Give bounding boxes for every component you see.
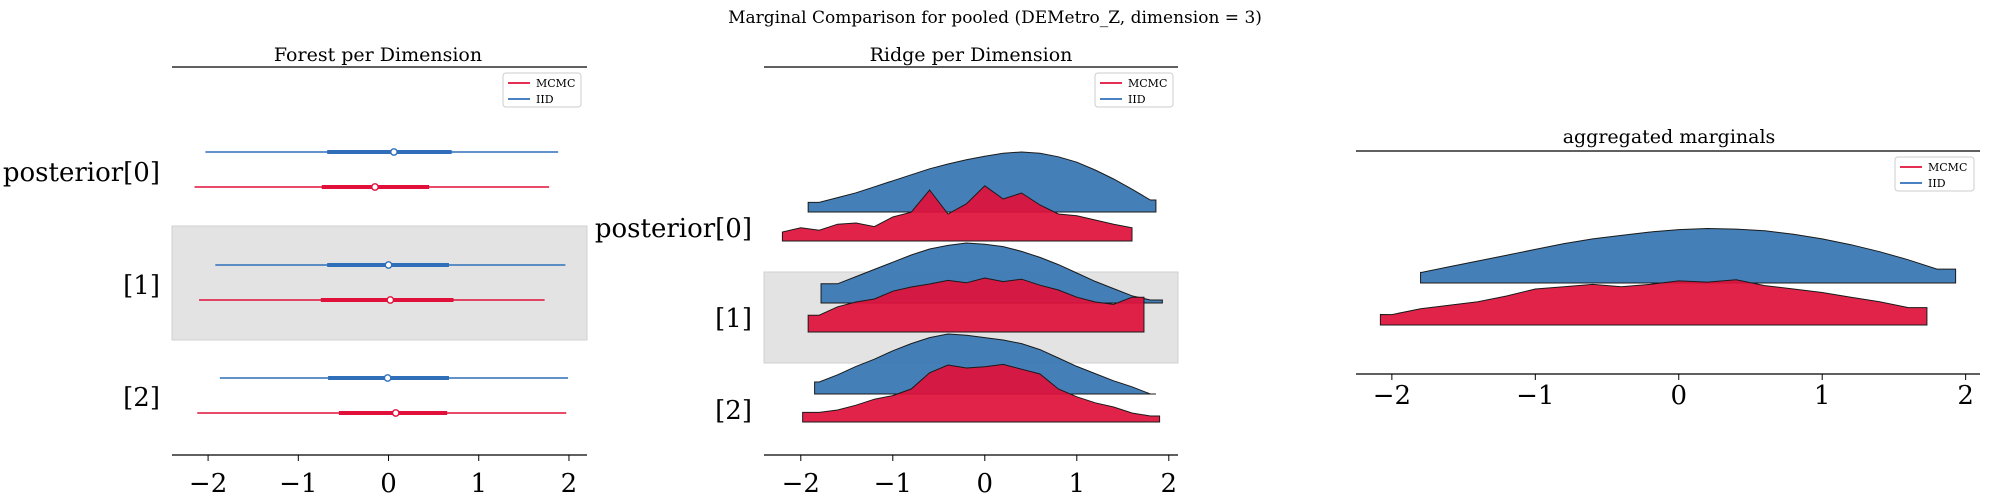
mcmc-density-ridge bbox=[781, 185, 1133, 242]
row-label: [1] bbox=[715, 304, 752, 334]
iid-density-ridge bbox=[1420, 227, 1957, 284]
x-tick-label: 0 bbox=[977, 469, 994, 499]
highlight-band bbox=[171, 225, 588, 341]
legend-label-mcmc: MCMC bbox=[536, 77, 575, 90]
x-tick-label: −2 bbox=[1373, 381, 1411, 411]
legend-label-iid: IID bbox=[1928, 177, 1946, 190]
aggregated-panel-title: aggregated marginals bbox=[1563, 126, 1776, 148]
x-tick-label: 2 bbox=[1161, 469, 1178, 499]
legend-label-mcmc: MCMC bbox=[1128, 77, 1167, 90]
row-label: [2] bbox=[715, 396, 752, 426]
mcmc-median-point bbox=[371, 183, 379, 191]
iid-median-point bbox=[383, 374, 392, 382]
x-tick-label: −2 bbox=[782, 469, 820, 499]
mcmc-density-ridge bbox=[807, 277, 1145, 333]
legend-label-iid: IID bbox=[1128, 93, 1146, 106]
row-label: posterior[0] bbox=[595, 214, 752, 244]
mcmc-median-point bbox=[386, 296, 395, 304]
mcmc-density-ridge bbox=[1379, 279, 1928, 326]
ridge-panel-title: Ridge per Dimension bbox=[870, 44, 1073, 66]
x-tick-label: 1 bbox=[1814, 381, 1831, 411]
iid-median-point bbox=[390, 148, 398, 156]
legend-label-mcmc: MCMC bbox=[1928, 161, 1967, 174]
x-tick-label: 0 bbox=[1670, 381, 1687, 411]
iid-density-ridge bbox=[807, 151, 1157, 213]
x-tick-label: 1 bbox=[470, 469, 487, 499]
x-tick-label: 2 bbox=[1957, 381, 1974, 411]
legend-label-iid: IID bbox=[536, 93, 554, 106]
figure-suptitle: Marginal Comparison for pooled (DEMetro_… bbox=[728, 8, 1262, 28]
x-tick-label: −1 bbox=[1516, 381, 1554, 411]
forest-panel: Forest per Dimension posterior[0] [1] [2] −… bbox=[3, 44, 588, 499]
x-tick-label: 0 bbox=[380, 469, 397, 499]
ridge-panel: Ridge per Dimension posterior[0] [1] [2] −2… bbox=[595, 44, 1179, 499]
iid-median-point bbox=[384, 261, 393, 269]
x-tick-label: −1 bbox=[874, 469, 912, 499]
row-label: [2] bbox=[123, 383, 160, 413]
iid-density-ridge bbox=[814, 333, 1156, 395]
forest-panel-title: Forest per Dimension bbox=[274, 44, 482, 66]
x-tick-label: −2 bbox=[189, 469, 227, 499]
mcmc-median-point bbox=[391, 409, 400, 417]
x-tick-label: −1 bbox=[279, 469, 317, 499]
row-label: [1] bbox=[123, 271, 160, 301]
x-tick-label: 1 bbox=[1069, 469, 1086, 499]
aggregated-panel: aggregated marginals −2 −1 0 1 2 MCMC IID bbox=[1356, 126, 1980, 411]
x-tick-label: 2 bbox=[561, 469, 578, 499]
mcmc-density-ridge bbox=[802, 363, 1161, 423]
row-label: posterior[0] bbox=[3, 158, 160, 188]
